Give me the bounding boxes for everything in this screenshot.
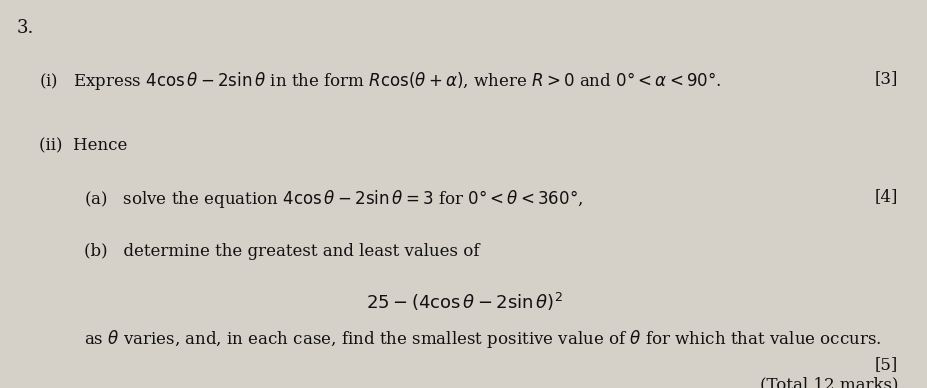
Text: (b)   determine the greatest and least values of: (b) determine the greatest and least val… — [83, 242, 478, 260]
Text: (Total 12 marks): (Total 12 marks) — [759, 376, 897, 388]
Text: [3]: [3] — [874, 70, 897, 87]
Text: [5]: [5] — [874, 356, 897, 373]
Text: (ii)  Hence: (ii) Hence — [39, 138, 127, 155]
Text: [4]: [4] — [874, 188, 897, 205]
Text: 3.: 3. — [17, 19, 34, 37]
Text: (a)   solve the equation $4\cos\theta - 2\sin\theta = 3$ for $0° < \theta < 360°: (a) solve the equation $4\cos\theta - 2\… — [83, 188, 582, 210]
Text: (i)   Express $4\cos\theta - 2\sin\theta$ in the form $R\cos(\theta + \alpha)$, : (i) Express $4\cos\theta - 2\sin\theta$ … — [39, 70, 720, 92]
Text: $25 - (4\cos\theta - 2\sin\theta)^2$: $25 - (4\cos\theta - 2\sin\theta)^2$ — [365, 291, 562, 313]
Text: as $\theta$ varies, and, in each case, find the smallest positive value of $\the: as $\theta$ varies, and, in each case, f… — [83, 328, 880, 350]
